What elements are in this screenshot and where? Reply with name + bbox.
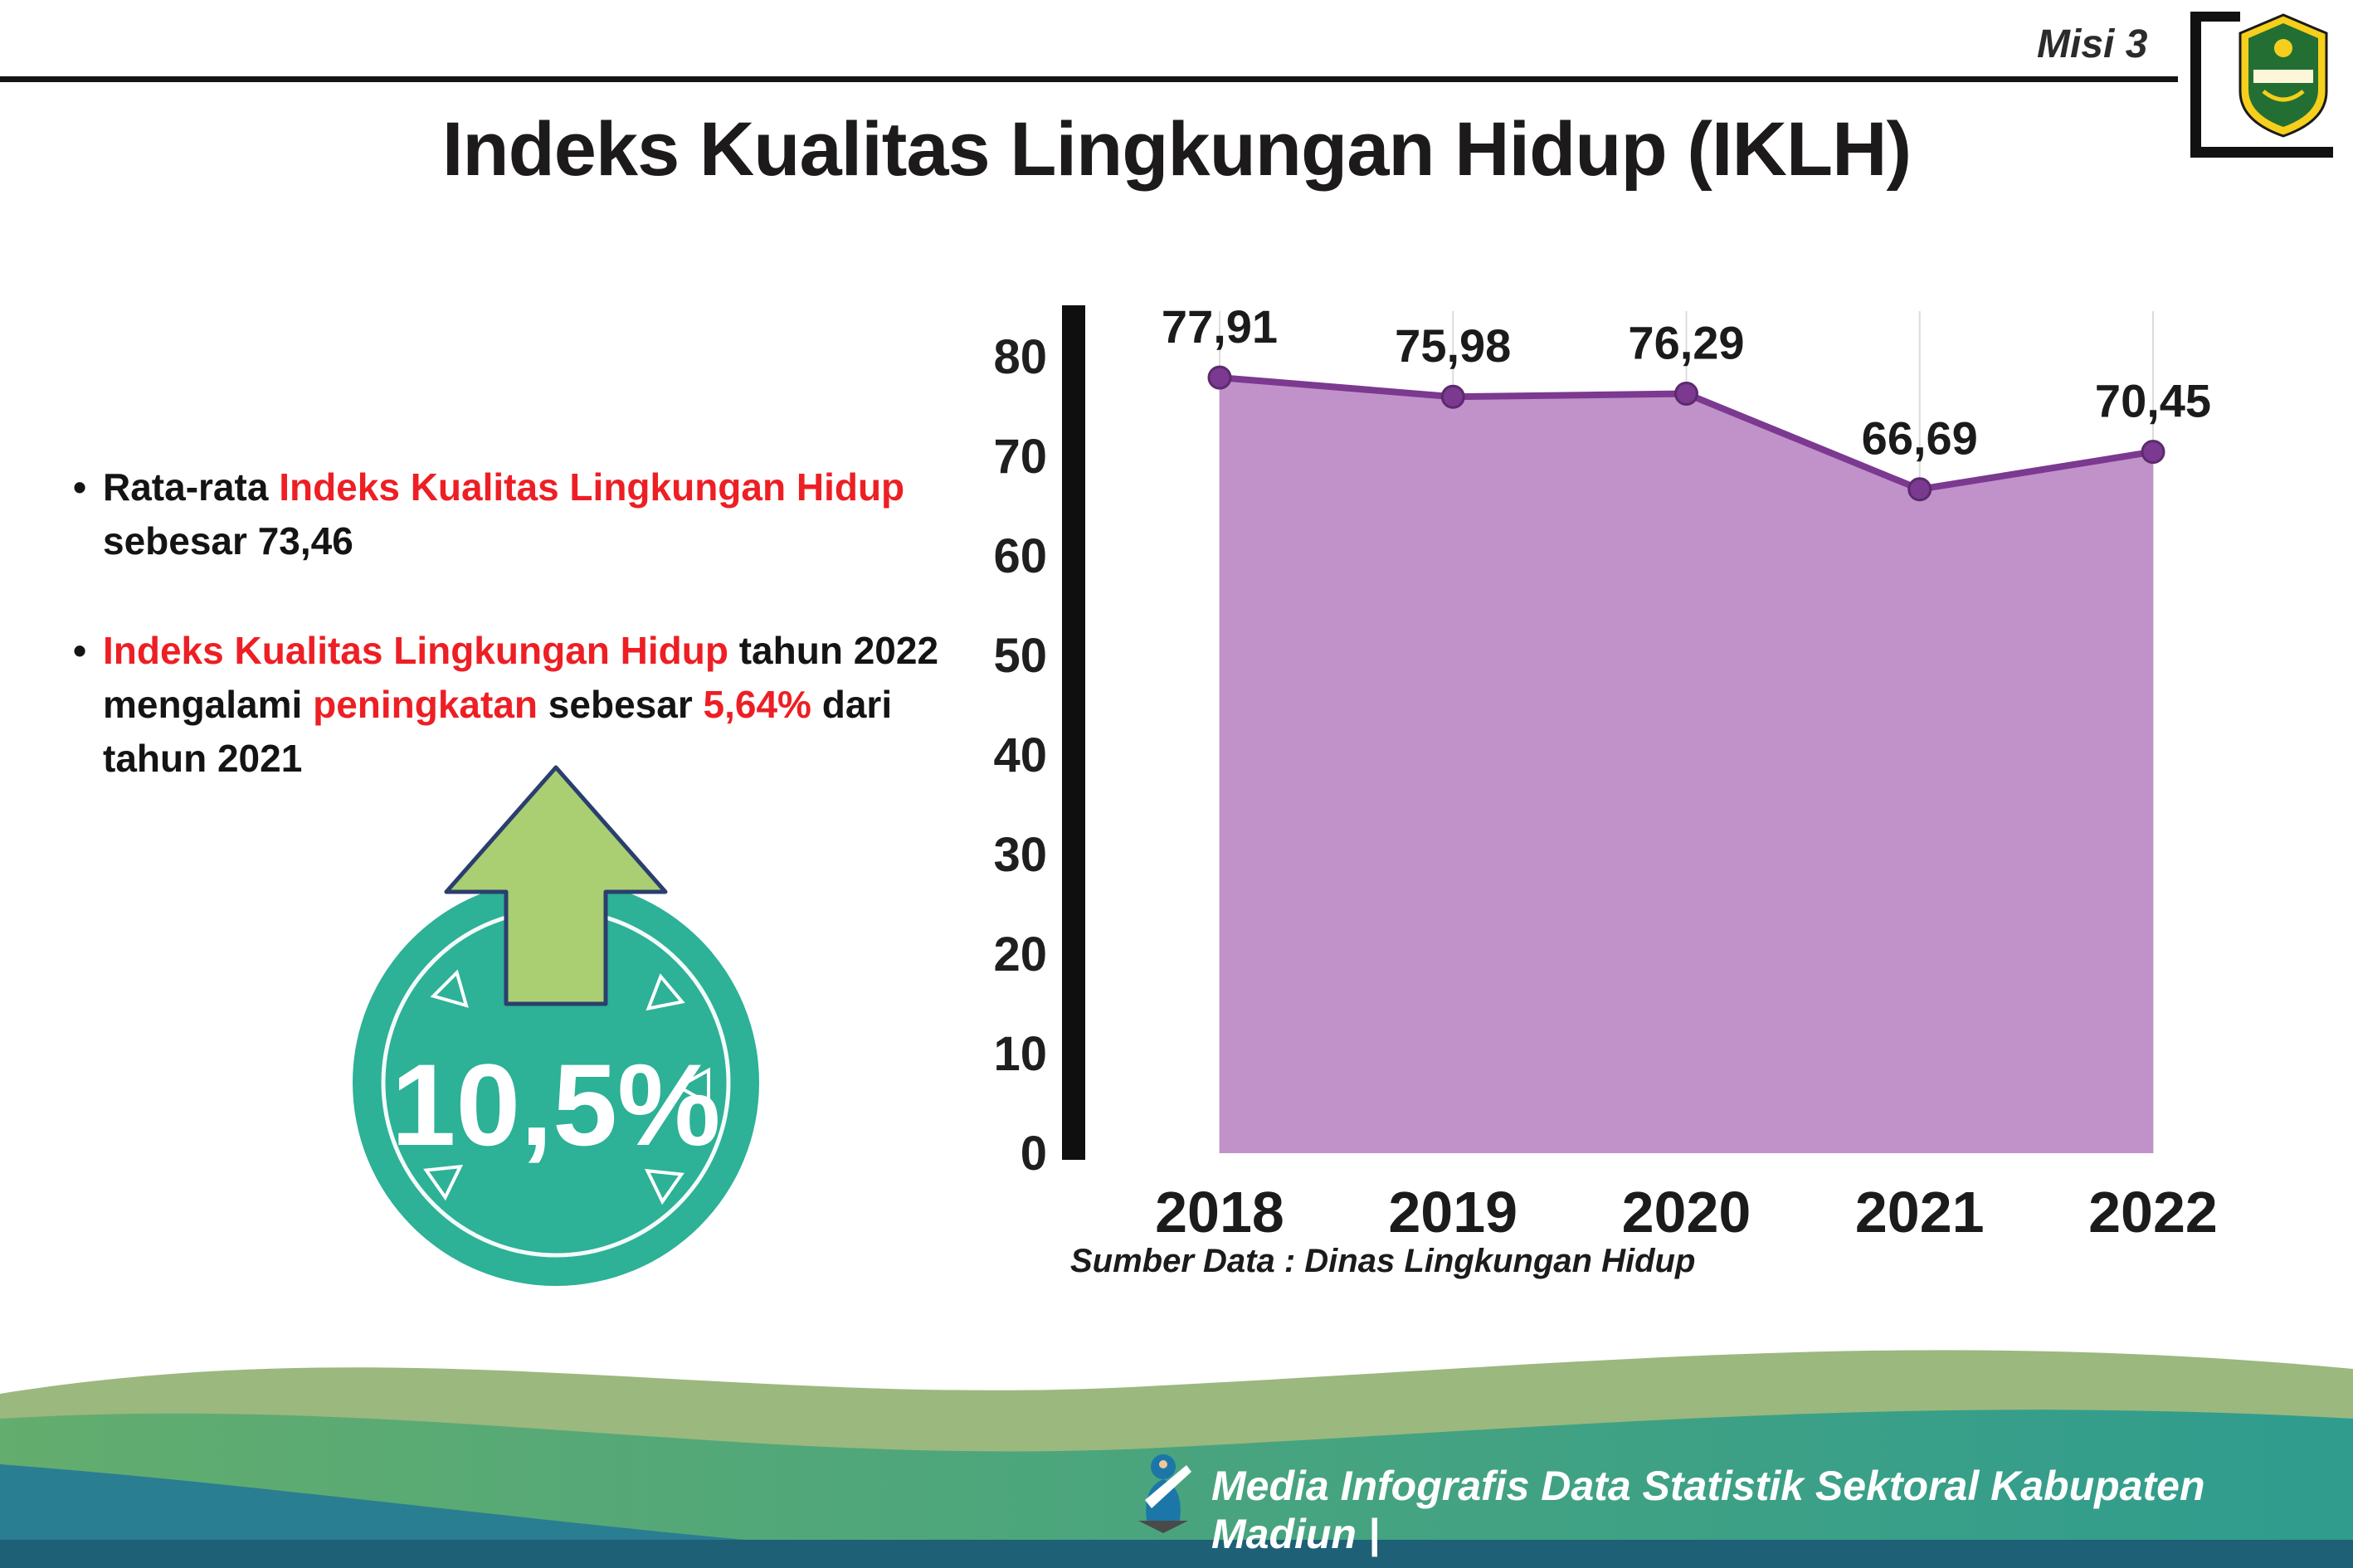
svg-text:77,91: 77,91 [1162,300,1278,353]
iklh-area-chart: 77,91 75,98 76,29 66,69 70,45 0 10 20 30 40 50 60 70… [954,274,2248,1369]
madiun-shield-icon [2239,13,2328,138]
up-arrow-icon [444,765,668,1006]
svg-text:50: 50 [993,629,1047,683]
bullet2-seg2: tahun 2022 mengalami [103,628,939,726]
svg-text:2019: 2019 [1388,1180,1518,1244]
badge-ring-ticks [423,969,710,1205]
svg-text:80: 80 [993,330,1047,384]
bullet2-seg6: dari tahun 2021 [103,682,893,781]
iklh-area-chart-svg: 77,91 75,98 76,29 66,69 70,45 0 10 20 30 40 50 60 70… [993,300,2218,1244]
svg-text:40: 40 [993,728,1047,782]
svg-text:10: 10 [993,1027,1047,1081]
bullet-dot-icon: • [73,465,87,509]
bullet2-seg3-highlight: peningkatan [313,682,538,726]
svg-text:70,45: 70,45 [2095,375,2211,427]
footer-strip [0,1540,2353,1568]
svg-text:2021: 2021 [1855,1180,1985,1244]
bullet-increase-2022: • Indeks Kualitas Lingkungan Hidup tahun … [73,624,969,786]
bullet2-seg1-highlight: Indeks Kualitas Lingkungan Hidup [103,628,728,672]
svg-text:30: 30 [993,828,1047,882]
bullet2-seg4: sebesar [538,682,704,726]
svg-text:70: 70 [993,430,1047,484]
svg-text:75,98: 75,98 [1395,319,1511,372]
svg-text:2018: 2018 [1155,1180,1284,1244]
logo-frame-left [2190,12,2201,158]
mascot-icon [1122,1442,1205,1533]
misi-label: Misi 3 [2037,22,2148,66]
header-rule [0,76,2178,82]
bullet-average-iklh: • Rata-rata Indeks Kualitas Lingkungan Hi… [73,460,969,569]
bullet1-seg2-highlight: Indeks Kualitas Lingkungan Hidup [279,465,905,509]
page-title: Indeks Kualitas Lingkungan Hidup (IKLH) [441,107,1912,192]
footer-waves [0,1350,2353,1568]
badge-value: 10,5% [392,1040,721,1170]
logo-frame-top [2190,12,2240,22]
svg-text:2022: 2022 [2088,1180,2218,1244]
svg-text:2020: 2020 [1622,1180,1751,1244]
svg-text:0: 0 [1021,1127,1047,1181]
bullet1-seg3: sebesar 73,46 [103,519,353,563]
bullet-dot-icon: • [73,628,87,672]
kabupaten-madiun-logo [2190,12,2333,158]
footer-credit: Media Infografis Data Statistik Sektoral… [1211,1463,2205,1557]
svg-text:60: 60 [993,529,1047,583]
bullet2-seg5-highlight: 5,64% [703,682,811,726]
bullet1-seg1: Rata-rata [103,465,280,509]
svg-text:20: 20 [993,928,1047,981]
key-points: • Rata-rata Indeks Kualitas Lingkungan Hi… [73,460,969,841]
logo-frame-bottom [2190,147,2333,158]
svg-text:76,29: 76,29 [1628,317,1744,369]
svg-text:66,69: 66,69 [1862,412,1978,465]
increase-percentage-badge: 10,5% [307,743,788,1307]
data-source-caption: Sumber Data : Dinas Lingkungan Hidup [1070,1243,1696,1279]
